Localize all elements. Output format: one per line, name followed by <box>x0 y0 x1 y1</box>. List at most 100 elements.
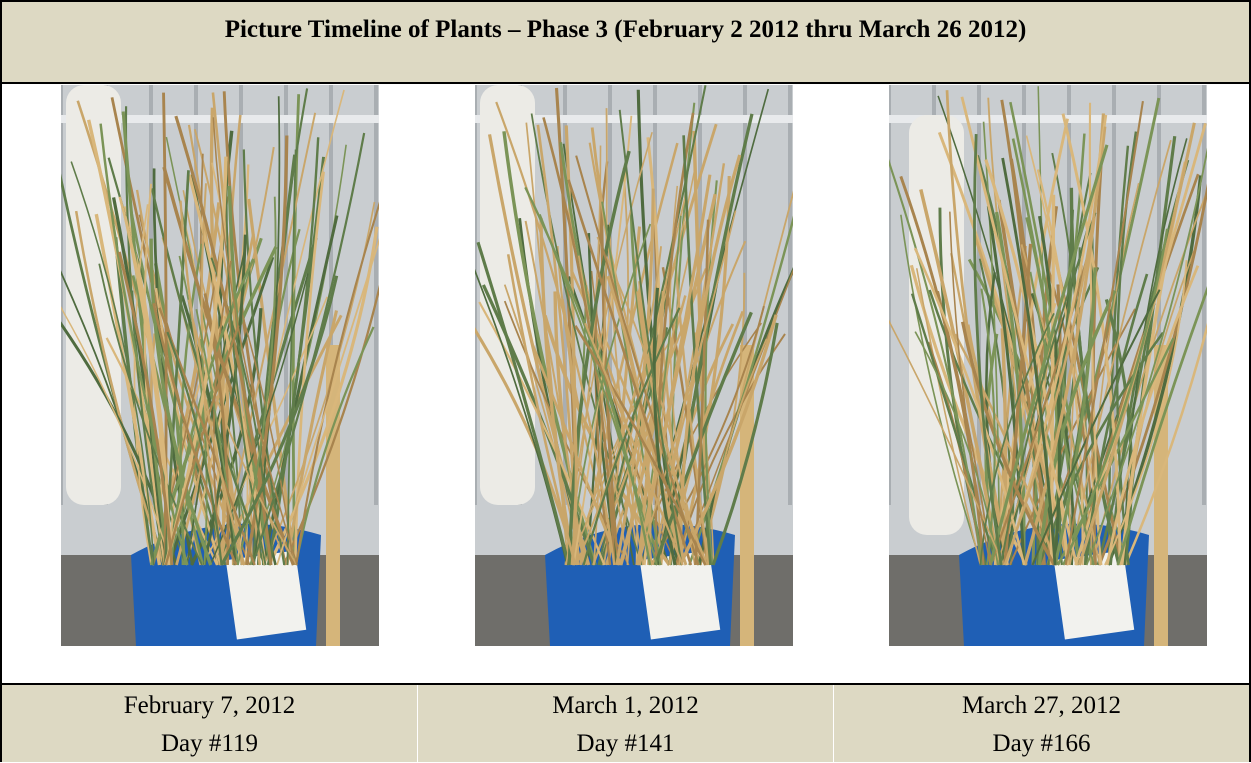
grass-blade <box>560 298 578 566</box>
grass-blade <box>152 303 238 566</box>
day: Day #166 <box>992 730 1091 757</box>
grass-blade <box>889 159 983 566</box>
grass-blade <box>524 186 652 566</box>
grass-blade <box>295 201 379 566</box>
grass-blade <box>241 314 295 566</box>
grass-blade <box>593 108 608 566</box>
grass-blade <box>70 161 155 566</box>
grass-blade <box>913 247 1026 566</box>
grass-blade <box>900 214 983 566</box>
grass-blade <box>574 325 707 566</box>
grass-blade <box>225 161 267 566</box>
label <box>225 550 307 640</box>
grass-blade <box>575 246 663 566</box>
grass-blade <box>1069 187 1121 566</box>
photo-row <box>0 84 1251 683</box>
grass-blade <box>674 265 710 566</box>
grass-blade <box>266 137 320 566</box>
grass-blade <box>1003 126 1107 566</box>
grass-blade <box>577 255 629 566</box>
grass-blade <box>694 219 710 566</box>
grass-blade <box>635 174 712 566</box>
grass-blade <box>961 321 1056 566</box>
grass-blade <box>567 179 693 566</box>
grass-blade <box>1116 286 1207 566</box>
caption-cell: March 27, 2012 Day #166 <box>834 685 1251 762</box>
grass-blade <box>94 213 162 566</box>
grass-blade <box>286 149 297 566</box>
grass-blade <box>637 210 737 566</box>
grass-blade <box>615 188 655 566</box>
grass-blade <box>889 319 1004 566</box>
grass-blade <box>1053 267 1097 566</box>
grass-blade <box>584 322 684 566</box>
grass-blade <box>960 96 1079 566</box>
grass-blade <box>945 90 1009 566</box>
grass-blade <box>187 174 267 566</box>
grass-blade <box>1000 212 1097 566</box>
grass-blade <box>949 211 992 566</box>
label <box>639 550 721 640</box>
grass-blade <box>678 314 778 566</box>
grass-blade <box>220 275 339 566</box>
grass-blade <box>910 293 999 566</box>
photo-detail <box>61 115 379 123</box>
grass-blade <box>476 241 571 566</box>
grass-blade <box>899 175 985 566</box>
photo <box>475 85 793 646</box>
grass-blade <box>711 322 779 566</box>
grass-blade <box>179 243 204 566</box>
grass-blade <box>117 251 174 566</box>
grass-blade <box>973 134 1003 566</box>
grass-blade <box>506 254 577 566</box>
grass-blade <box>249 144 347 566</box>
grass-blade <box>242 149 286 566</box>
grass-blade <box>914 331 999 566</box>
grass-blade <box>99 123 189 566</box>
grass-blade <box>524 220 585 566</box>
grass-blade <box>674 333 786 566</box>
grass-blade <box>262 215 339 566</box>
grass-blade <box>149 238 213 566</box>
grass-blade <box>133 204 152 566</box>
grass-blade <box>235 89 345 566</box>
header: Picture Timeline of Plants – Phase 3 (Fe… <box>0 0 1251 84</box>
grass-blade <box>1064 100 1144 566</box>
grass-blade <box>74 210 165 566</box>
grass-blade <box>982 121 1001 566</box>
grass-blade <box>1037 289 1117 566</box>
grass-blade <box>1068 139 1172 566</box>
grass-blade <box>164 325 240 566</box>
grass-blade <box>575 155 700 566</box>
grass-blade <box>1085 147 1207 566</box>
grass-blade <box>1025 135 1103 566</box>
grass-blade <box>180 295 237 566</box>
grass-blade <box>1062 228 1169 566</box>
grass-blade <box>495 101 616 566</box>
photo-detail <box>475 115 793 123</box>
grass-blade <box>158 307 256 566</box>
grass-blade <box>572 115 633 566</box>
grass-blade <box>244 135 289 566</box>
grass-blade <box>178 255 208 566</box>
date: February 7, 2012 <box>123 692 296 719</box>
grass-blade <box>98 263 203 566</box>
grass-blade <box>1056 337 1175 566</box>
caption-row: February 7, 2012 Day #119 March 1, 2012 Da… <box>0 683 1251 762</box>
label <box>1053 550 1135 640</box>
grass-blade <box>618 109 683 566</box>
day: Day #119 <box>161 730 258 757</box>
grass-blade <box>1124 322 1207 566</box>
grass-blade <box>61 306 172 566</box>
grass-blade <box>582 307 681 566</box>
grass-blade <box>203 293 230 566</box>
date: March 27, 2012 <box>962 692 1121 719</box>
grass-blade <box>559 142 663 566</box>
grass-blade <box>980 288 996 566</box>
photo <box>889 85 1207 646</box>
grass-blade <box>915 268 982 566</box>
grass-blade <box>121 111 170 566</box>
photo <box>61 85 379 646</box>
grass-blade <box>1001 157 1057 566</box>
